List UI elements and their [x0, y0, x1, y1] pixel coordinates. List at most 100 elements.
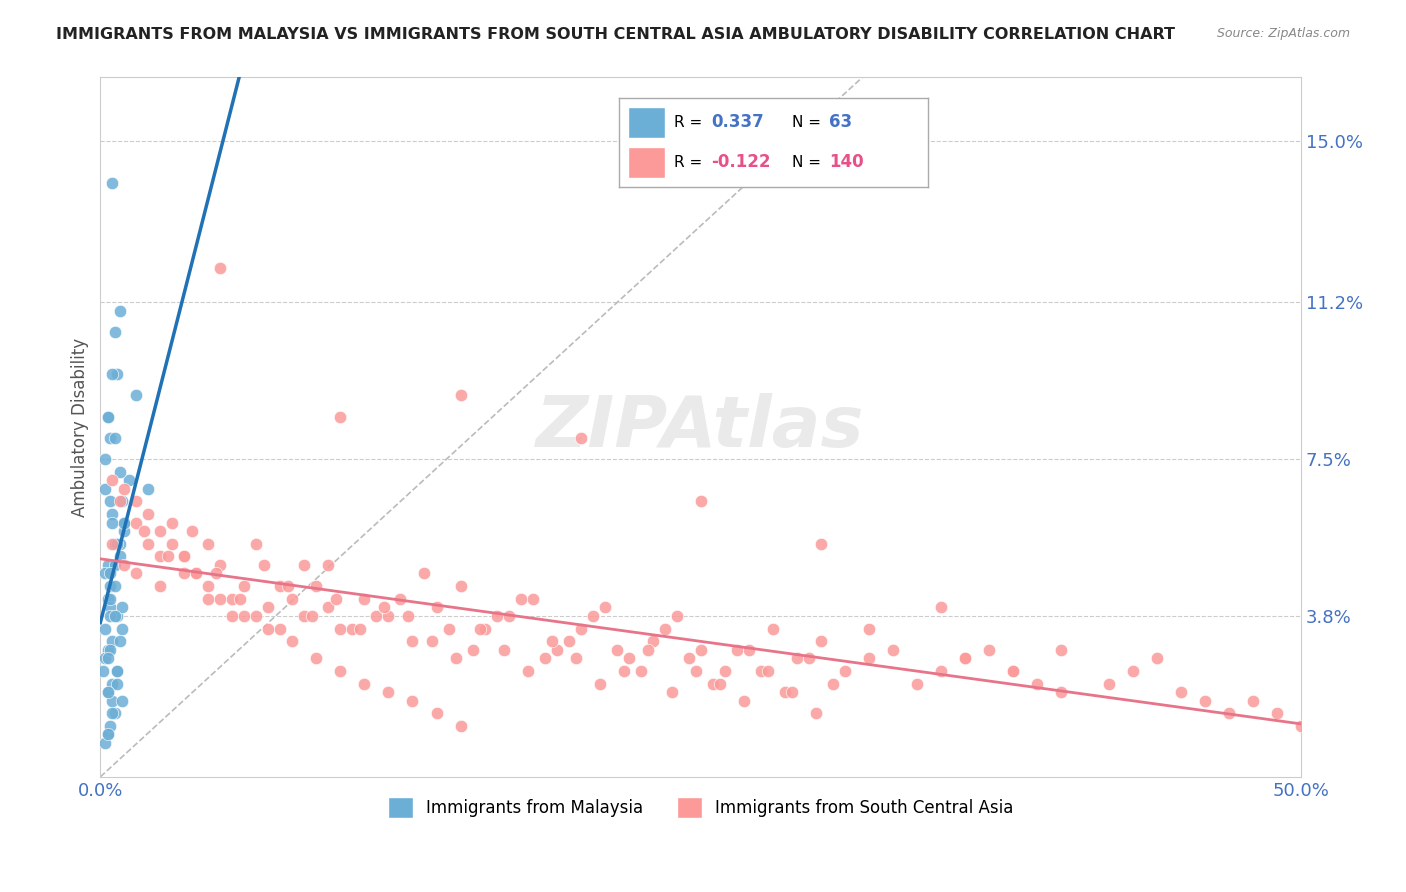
Point	[373, 600, 395, 615]
Point	[329, 622, 352, 636]
Point	[94, 622, 117, 636]
Point	[98, 566, 121, 581]
Point	[637, 642, 659, 657]
Point	[132, 524, 155, 538]
Point	[797, 651, 820, 665]
Point	[461, 642, 484, 657]
Point	[125, 388, 148, 402]
Point	[1001, 664, 1024, 678]
Point	[725, 642, 748, 657]
Point	[294, 558, 316, 572]
Text: Source: ZipAtlas.com: Source: ZipAtlas.com	[1216, 27, 1350, 40]
Point	[569, 431, 592, 445]
Point	[277, 579, 299, 593]
Point	[108, 634, 131, 648]
Point	[108, 549, 131, 564]
Point	[1049, 685, 1071, 699]
Point	[661, 685, 683, 699]
Point	[450, 388, 472, 402]
Point	[342, 622, 364, 636]
Point	[305, 579, 328, 593]
Point	[565, 651, 588, 665]
Point	[437, 622, 460, 636]
Point	[104, 325, 127, 339]
Point	[474, 622, 496, 636]
Point	[749, 664, 772, 678]
Point	[209, 558, 232, 572]
Point	[108, 494, 131, 508]
Point	[112, 516, 135, 530]
Point	[617, 651, 640, 665]
Text: 140: 140	[830, 153, 863, 171]
Point	[105, 608, 128, 623]
Point	[905, 676, 928, 690]
Text: IMMIGRANTS FROM MALAYSIA VS IMMIGRANTS FROM SOUTH CENTRAL ASIA AMBULATORY DISABI: IMMIGRANTS FROM MALAYSIA VS IMMIGRANTS F…	[56, 27, 1175, 42]
Point	[104, 537, 127, 551]
Point	[858, 651, 880, 665]
Point	[353, 676, 375, 690]
Legend: Immigrants from Malaysia, Immigrants from South Central Asia: Immigrants from Malaysia, Immigrants fro…	[381, 791, 1019, 824]
Point	[492, 642, 515, 657]
Point	[112, 516, 135, 530]
Point	[450, 719, 472, 733]
Point	[733, 693, 755, 707]
Point	[1146, 651, 1168, 665]
Point	[1265, 706, 1288, 721]
Point	[104, 706, 127, 721]
Point	[197, 579, 219, 593]
Point	[105, 664, 128, 678]
Point	[96, 651, 118, 665]
Point	[162, 537, 184, 551]
Point	[104, 558, 127, 572]
Point	[111, 622, 134, 636]
Point	[1194, 693, 1216, 707]
Point	[780, 685, 803, 699]
Point	[252, 558, 274, 572]
Point	[756, 664, 779, 678]
Text: R =: R =	[675, 155, 713, 169]
Text: N =: N =	[792, 155, 831, 169]
Point	[209, 591, 232, 606]
Point	[94, 736, 117, 750]
Point	[377, 608, 399, 623]
Point	[101, 507, 124, 521]
Point	[104, 579, 127, 593]
Point	[540, 634, 562, 648]
Text: N =: N =	[792, 115, 831, 129]
Point	[111, 600, 134, 615]
Point	[98, 719, 121, 733]
Point	[294, 608, 316, 623]
Point	[101, 473, 124, 487]
Point	[737, 642, 759, 657]
Text: ZIPAtlas: ZIPAtlas	[536, 392, 865, 462]
Point	[173, 566, 195, 581]
Point	[533, 651, 555, 665]
Point	[125, 566, 148, 581]
Point	[94, 452, 117, 467]
Point	[1289, 719, 1312, 733]
Point	[125, 494, 148, 508]
Point	[105, 367, 128, 381]
Point	[821, 676, 844, 690]
Point	[186, 566, 208, 581]
Point	[101, 693, 124, 707]
Point	[834, 664, 856, 678]
Point	[118, 473, 141, 487]
Point	[94, 651, 117, 665]
Point	[162, 516, 184, 530]
Point	[96, 591, 118, 606]
Point	[96, 409, 118, 424]
Point	[173, 549, 195, 564]
Point	[108, 465, 131, 479]
Text: 63: 63	[830, 113, 852, 131]
Point	[762, 622, 785, 636]
Point	[281, 591, 304, 606]
Point	[329, 664, 352, 678]
Point	[112, 524, 135, 538]
Point	[91, 664, 114, 678]
Point	[233, 608, 256, 623]
Point	[98, 494, 121, 508]
Point	[156, 549, 179, 564]
Point	[301, 608, 323, 623]
Point	[641, 634, 664, 648]
